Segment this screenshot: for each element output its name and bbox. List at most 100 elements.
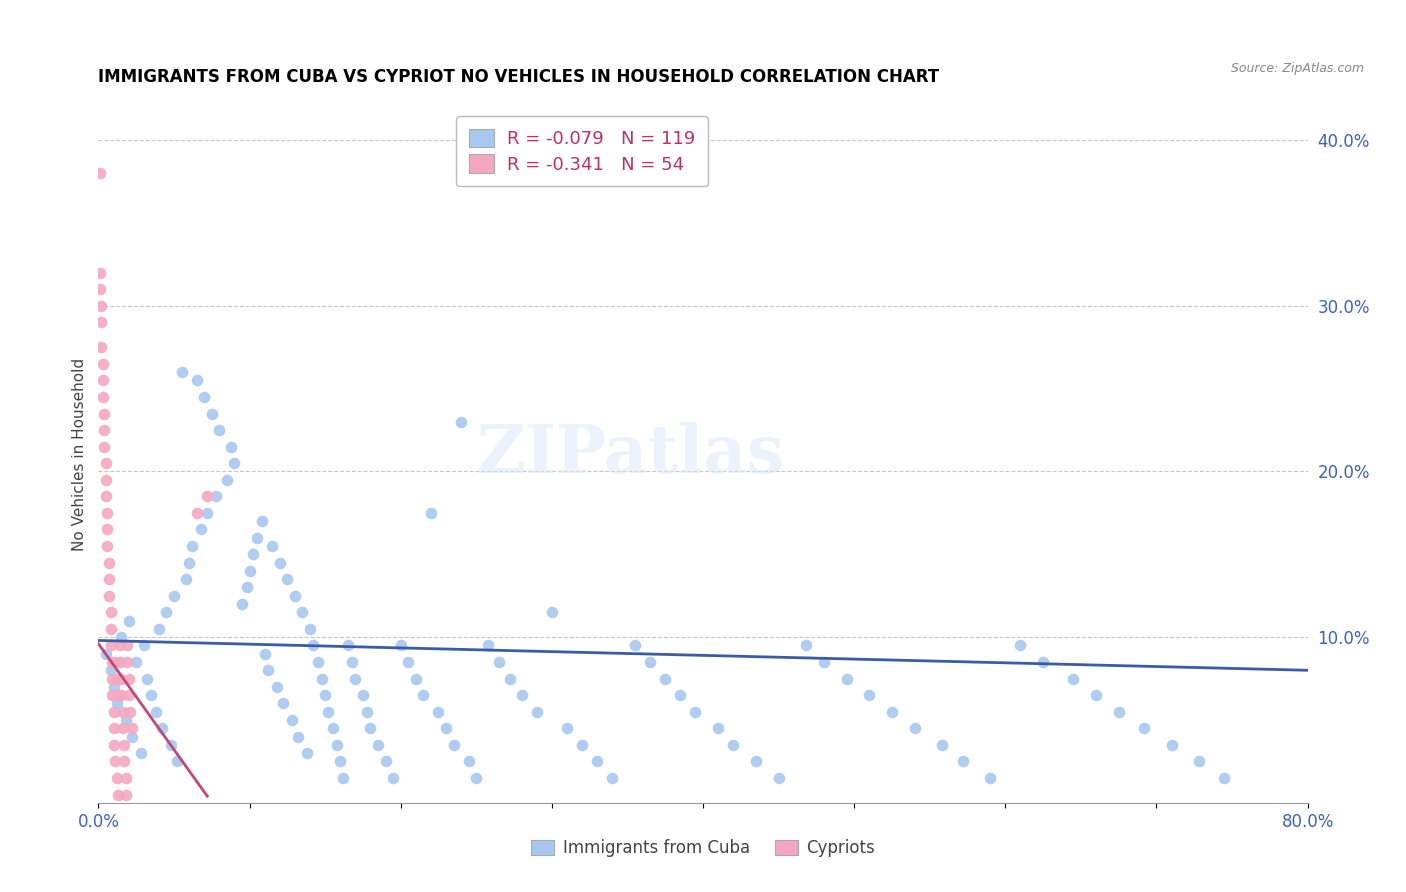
Point (89, 282, 111, 296)
Point (287, 730, 309, 744)
Point (586, 755, 609, 769)
Point (186, 373, 208, 387)
Point (443, 738, 465, 752)
Point (118, 672, 141, 686)
Point (90, 315, 112, 329)
Point (307, 655, 329, 669)
Point (94, 456, 117, 470)
Point (135, 672, 157, 686)
Point (638, 655, 661, 669)
Point (179, 556, 201, 570)
Point (96, 506, 118, 520)
Point (103, 721, 125, 735)
Point (170, 365, 193, 379)
Point (326, 738, 349, 752)
Point (979, 771, 1001, 785)
Point (166, 755, 188, 769)
Point (669, 688, 692, 702)
Point (253, 647, 276, 661)
Point (112, 738, 135, 752)
Point (90, 340, 112, 354)
Point (231, 597, 253, 611)
Point (235, 581, 257, 595)
Legend: Immigrants from Cuba, Cypriots: Immigrants from Cuba, Cypriots (524, 833, 882, 864)
Point (311, 672, 333, 686)
Point (145, 705, 167, 719)
Point (160, 738, 183, 752)
Point (262, 539, 284, 553)
Point (98, 572, 121, 586)
Point (952, 755, 974, 769)
Point (336, 639, 359, 653)
Point (352, 688, 374, 702)
Point (107, 688, 129, 702)
Point (107, 788, 129, 802)
Point (281, 713, 304, 727)
Point (108, 655, 131, 669)
Point (125, 655, 148, 669)
Point (239, 564, 262, 578)
Point (526, 705, 548, 719)
Point (266, 680, 288, 694)
Y-axis label: No Vehicles in Household: No Vehicles in Household (72, 359, 87, 551)
Point (707, 721, 730, 735)
Point (118, 614, 141, 628)
Point (242, 547, 264, 561)
Point (420, 506, 443, 520)
Point (342, 655, 364, 669)
Point (208, 423, 231, 437)
Point (89, 266, 111, 280)
Point (100, 605, 122, 619)
Point (129, 746, 152, 760)
Point (174, 572, 197, 586)
Point (100, 639, 122, 653)
Point (269, 556, 291, 570)
Point (94, 647, 117, 661)
Point (111, 721, 134, 735)
Point (904, 721, 927, 735)
Point (477, 639, 499, 653)
Point (322, 721, 344, 735)
Point (93, 407, 115, 421)
Point (858, 688, 880, 702)
Point (450, 415, 472, 429)
Point (105, 672, 128, 686)
Point (344, 672, 367, 686)
Point (256, 663, 278, 677)
Point (221, 440, 243, 454)
Point (94, 473, 117, 487)
Point (91, 373, 114, 387)
Point (271, 697, 294, 711)
Point (103, 705, 125, 719)
Point (427, 705, 450, 719)
Point (121, 730, 143, 744)
Point (723, 738, 745, 752)
Point (434, 721, 457, 735)
Point (114, 713, 136, 727)
Point (93, 440, 115, 454)
Point (374, 755, 396, 769)
Point (100, 663, 122, 677)
Point (94, 489, 117, 503)
Point (108, 639, 131, 653)
Point (813, 655, 835, 669)
Point (329, 755, 352, 769)
Point (465, 771, 488, 785)
Point (190, 523, 212, 537)
Point (412, 688, 434, 702)
Point (571, 738, 593, 752)
Point (98, 556, 121, 570)
Point (299, 622, 322, 636)
Point (91, 390, 114, 404)
Point (155, 605, 177, 619)
Point (115, 639, 138, 653)
Point (101, 672, 124, 686)
Point (110, 630, 132, 644)
Point (457, 755, 479, 769)
Point (101, 688, 124, 702)
Point (316, 705, 339, 719)
Point (93, 423, 115, 437)
Point (1108, 705, 1130, 719)
Point (118, 688, 141, 702)
Point (602, 771, 624, 785)
